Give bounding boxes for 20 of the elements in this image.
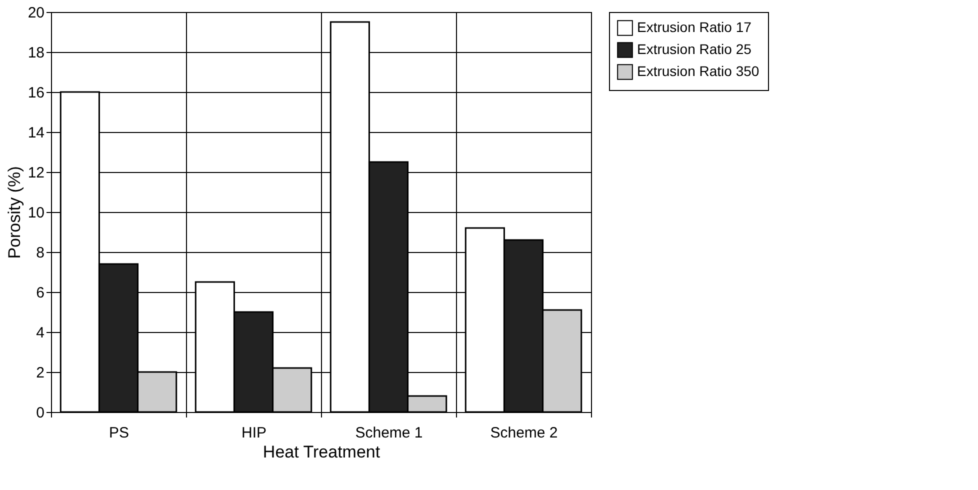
y-tick-label: 16 <box>28 84 44 102</box>
y-tick-label: 12 <box>28 164 44 182</box>
y-tick-label: 2 <box>36 364 44 382</box>
x-tick-label: Scheme 2 <box>490 424 558 442</box>
x-axis-title: Heat Treatment <box>262 442 380 462</box>
x-tick-label: PS <box>108 424 130 442</box>
legend-label: Extrusion Ratio 25 <box>637 41 752 57</box>
y-tick-label: 18 <box>28 44 44 62</box>
y-tick-label: 20 <box>28 4 44 22</box>
y-tick-label: 4 <box>36 324 44 342</box>
x-tick-label: HIP <box>241 424 267 442</box>
legend-label: Extrusion Ratio 17 <box>637 19 752 35</box>
y-tick-label: 6 <box>36 284 44 302</box>
y-axis-title: Porosity (%) <box>4 166 24 259</box>
y-tick-label: 10 <box>28 204 44 222</box>
y-tick-label: 14 <box>28 124 44 142</box>
y-tick-label: 8 <box>36 244 44 262</box>
legend-label: Extrusion Ratio 350 <box>637 63 760 79</box>
y-tick-label: 0 <box>36 404 44 422</box>
x-tick-label: Scheme 1 <box>355 424 423 442</box>
